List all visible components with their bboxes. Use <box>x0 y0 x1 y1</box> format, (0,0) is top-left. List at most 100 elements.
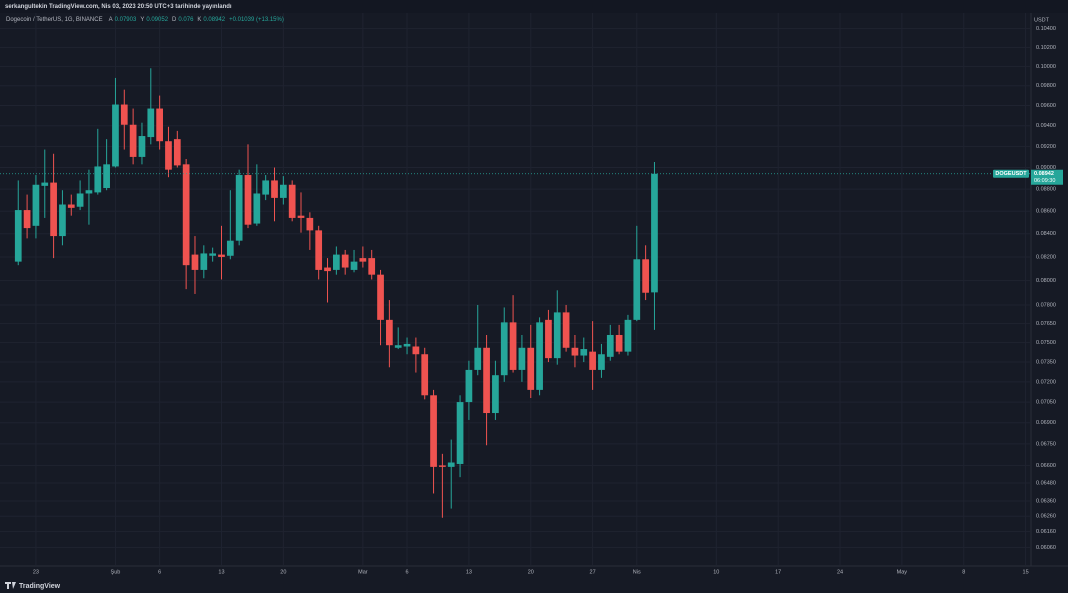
candle-body <box>633 259 641 320</box>
y-tick-label: 0.09000 <box>1036 165 1056 171</box>
candle-body <box>262 180 270 195</box>
candle-body <box>253 193 261 224</box>
candle-body <box>474 347 482 370</box>
candle-body <box>483 347 490 414</box>
price-tag <box>1031 169 1063 185</box>
candle-body <box>377 274 384 320</box>
footer-brand: TradingView <box>19 583 61 590</box>
x-tick-label: Şub <box>111 569 121 575</box>
candle-body <box>200 253 208 270</box>
candle-body <box>386 319 393 346</box>
candle-body <box>14 210 22 262</box>
x-tick-label: May <box>897 569 908 575</box>
candle-body <box>288 184 296 218</box>
y-tick-label: 0.07650 <box>1036 321 1056 327</box>
candle-body <box>191 254 199 270</box>
candle-body <box>32 184 40 226</box>
price-tag-label: 0.08942 <box>1034 171 1054 177</box>
footer-logo: TradingView <box>5 582 61 590</box>
candle-body <box>138 136 146 157</box>
y-axis-label: USDT <box>1034 17 1050 23</box>
candle-body <box>120 104 128 125</box>
candle-body <box>306 217 314 231</box>
ohlc-value: 0.08942 <box>203 17 226 23</box>
symbol-tag-label: DOGEUSDT <box>995 171 1027 177</box>
candle-body <box>156 108 163 142</box>
ohlc-letter: A <box>108 17 113 23</box>
candle-body <box>271 180 278 198</box>
candle-body <box>509 322 517 370</box>
candle-body <box>447 462 455 467</box>
candle-body <box>624 319 632 352</box>
y-tick-label: 0.09200 <box>1036 144 1056 150</box>
candle-body <box>23 210 31 229</box>
top-bar <box>0 0 1068 13</box>
candle-body <box>209 253 217 256</box>
candle-body <box>430 395 437 467</box>
candle-body <box>580 349 588 356</box>
candle-body <box>41 182 49 186</box>
candle-body <box>173 139 181 166</box>
price-change: +0.01039 (+13.15%) <box>229 17 284 23</box>
x-tick-label: 10 <box>713 569 719 575</box>
candle-body <box>103 164 110 189</box>
symbol-title: Dogecoin / TetherUS, 1G, BINANCE <box>6 17 103 23</box>
x-tick-label: 24 <box>837 569 843 575</box>
candle-body <box>403 343 411 347</box>
y-tick-label: 0.07200 <box>1036 379 1056 385</box>
candle-body <box>315 230 323 270</box>
x-tick-label: 13 <box>218 569 224 575</box>
y-tick-label: 0.09800 <box>1036 83 1056 89</box>
x-tick-label: 20 <box>528 569 534 575</box>
x-tick-label: 8 <box>962 569 965 575</box>
candle-body <box>226 240 234 256</box>
y-tick-label: 0.06260 <box>1036 514 1056 520</box>
candle-body <box>333 254 340 270</box>
x-tick-label: 27 <box>590 569 596 575</box>
y-tick-label: 0.07350 <box>1036 359 1056 365</box>
x-tick-label: Mar <box>358 569 368 575</box>
y-tick-label: 0.07050 <box>1036 400 1056 406</box>
y-tick-label: 0.08800 <box>1036 187 1056 193</box>
y-tick-label: 0.09400 <box>1036 123 1056 129</box>
y-tick-label: 0.06480 <box>1036 480 1056 486</box>
candle-body <box>368 258 376 275</box>
candle-body <box>562 312 570 348</box>
ohlc-value: 0.076 <box>178 17 194 23</box>
y-tick-label: 0.08600 <box>1036 209 1056 215</box>
candle-body <box>439 465 446 467</box>
y-tick-label: 0.06060 <box>1036 545 1056 551</box>
ohlc-value: 0.07903 <box>114 17 137 23</box>
y-tick-label: 0.10000 <box>1036 64 1056 70</box>
candle-body <box>456 402 464 464</box>
candle-body <box>94 166 102 193</box>
candle-body <box>244 175 252 225</box>
candle-body <box>76 193 84 207</box>
y-tick-label: 0.07500 <box>1036 340 1056 346</box>
candle-body <box>527 347 535 390</box>
candle-body <box>518 347 526 370</box>
candle-body <box>394 345 402 348</box>
candle-body <box>279 184 287 198</box>
x-tick-label: 15 <box>1023 569 1029 575</box>
logo-icon <box>5 582 16 589</box>
candle-body <box>642 259 649 293</box>
candle-body <box>606 334 614 357</box>
y-tick-label: 0.07800 <box>1036 302 1056 308</box>
candle-body <box>218 254 225 257</box>
candle-body <box>615 334 623 352</box>
candle-body <box>536 322 543 390</box>
candle-body <box>545 319 552 359</box>
ohlc-value: 0.09052 <box>146 17 169 23</box>
candle-body <box>412 346 420 355</box>
y-tick-label: 0.09600 <box>1036 103 1056 109</box>
x-tick-label: 13 <box>466 569 472 575</box>
ohlc-legend: Dogecoin / TetherUS, 1G, BINANCE A 0.0790… <box>6 17 286 23</box>
y-tick-label: 0.06900 <box>1036 420 1056 426</box>
candle-body <box>571 347 579 356</box>
candle-body <box>492 375 499 414</box>
candle-body <box>589 351 596 370</box>
ohlc-letter: D <box>172 17 177 23</box>
publish-header: serkangultekin TradingView.com, Nis 03, … <box>5 4 232 10</box>
